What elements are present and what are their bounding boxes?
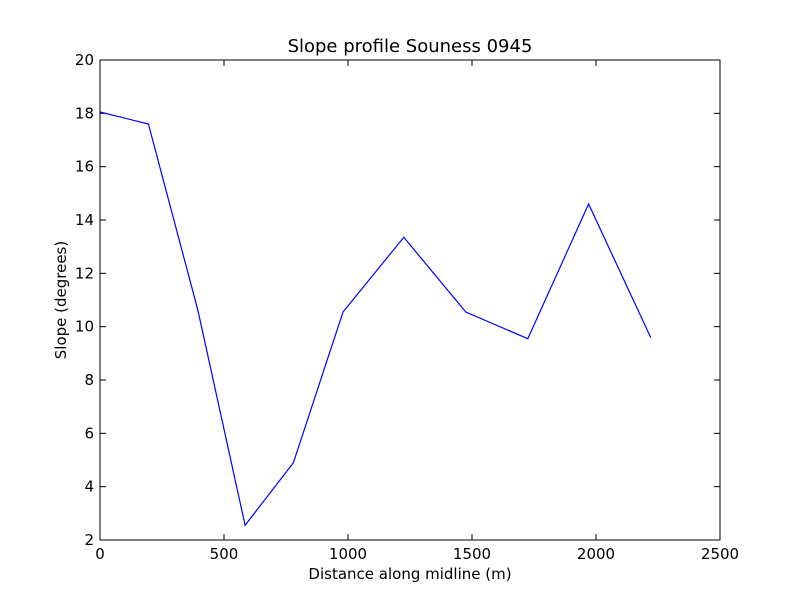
x-tick-label: 1000 bbox=[329, 545, 367, 563]
y-tick-label: 10 bbox=[75, 318, 94, 336]
chart-title: Slope profile Souness 0945 bbox=[288, 36, 533, 57]
y-tick-label: 4 bbox=[84, 478, 94, 496]
plot-area bbox=[100, 60, 720, 540]
slope-data-point bbox=[292, 462, 294, 464]
slope-data-point bbox=[465, 311, 467, 313]
plot-frame bbox=[99, 59, 721, 541]
y-tick-label: 14 bbox=[75, 211, 94, 229]
slope-data-point bbox=[650, 336, 652, 338]
slope-data-point bbox=[527, 338, 529, 340]
y-tick-label: 8 bbox=[84, 371, 94, 389]
slope-data-point bbox=[147, 123, 149, 125]
x-tick-label: 0 bbox=[95, 545, 105, 563]
y-tick-label: 6 bbox=[84, 424, 94, 442]
y-tick-label: 2 bbox=[84, 531, 94, 549]
x-tick-label: 500 bbox=[210, 545, 239, 563]
slope-data-point bbox=[588, 203, 590, 205]
x-tick-label: 2000 bbox=[577, 545, 615, 563]
slope-data-point bbox=[197, 310, 199, 312]
slope-data-point bbox=[342, 311, 344, 313]
y-tick-label: 16 bbox=[75, 158, 94, 176]
y-tick-label: 20 bbox=[75, 51, 94, 69]
x-tick-label: 1500 bbox=[453, 545, 491, 563]
slope-data-point bbox=[244, 524, 246, 526]
slope-data-point bbox=[403, 236, 405, 238]
x-axis-label: Distance along midline (m) bbox=[308, 565, 511, 583]
y-tick-label: 12 bbox=[75, 264, 94, 282]
y-axis-label: Slope (degrees) bbox=[52, 241, 70, 359]
x-tick-label: 2500 bbox=[701, 545, 739, 563]
y-tick-label: 18 bbox=[75, 104, 94, 122]
axis-tick-labels: 0 500 1000 1500 2000 2500 2 4 6 8 10 12 14 16 18 20 bbox=[75, 51, 739, 563]
